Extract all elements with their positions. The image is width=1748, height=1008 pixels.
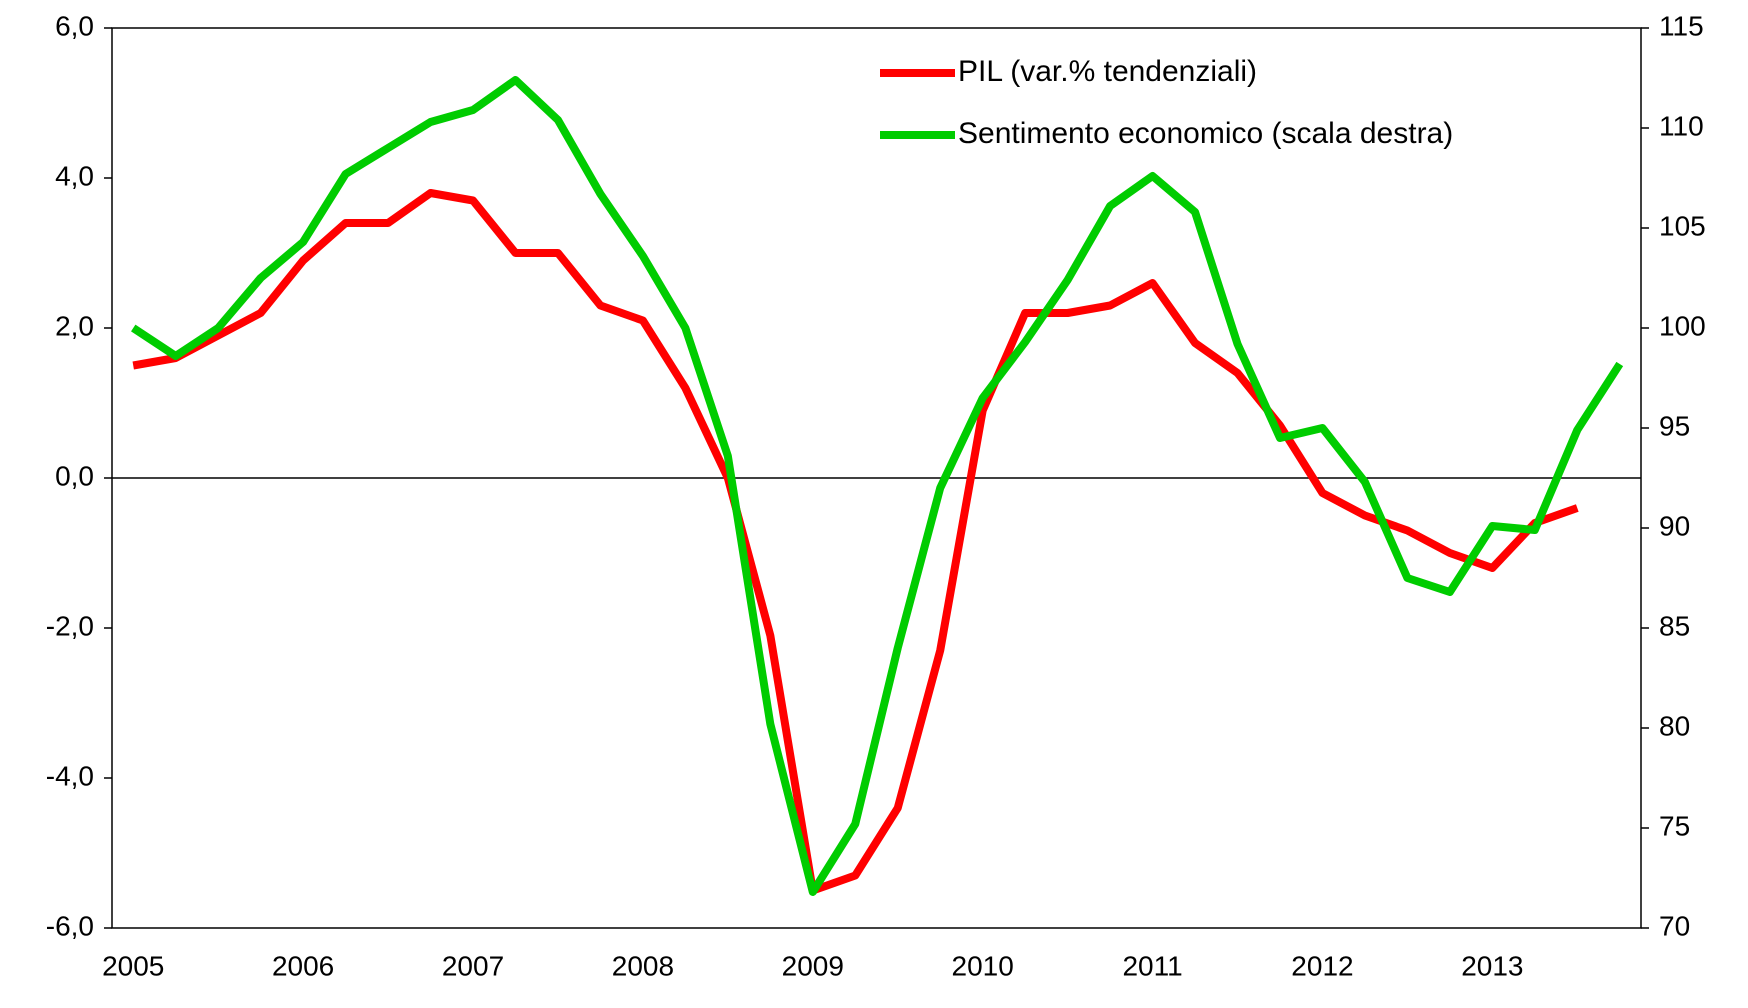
y-tick-label: 4,0 [55, 160, 94, 191]
data-line [132, 189, 1579, 895]
y-tick-label: 2,0 [55, 310, 94, 341]
y-tick-label: -4,0 [46, 760, 94, 791]
x-tick-label: 2007 [442, 950, 504, 981]
x-tick-label: 2005 [102, 950, 164, 981]
y2-tick-label: 110 [1659, 110, 1704, 141]
x-tick-label: 2006 [272, 950, 334, 981]
y2-tick-label: 85 [1659, 610, 1690, 641]
y2-tick-label: 70 [1659, 910, 1690, 941]
x-tick-label: 2011 [1122, 950, 1182, 981]
y2-tick-label: 90 [1659, 510, 1690, 541]
y-tick-label: 6,0 [55, 10, 94, 41]
y-tick-label: -6,0 [46, 910, 94, 941]
legend-label: Sentimento economico (scala destra) [958, 117, 1453, 150]
y2-tick-label: 105 [1659, 210, 1706, 241]
y2-tick-label: 80 [1659, 710, 1690, 741]
x-tick-label: 2013 [1461, 950, 1523, 981]
x-tick-label: 2009 [782, 950, 844, 981]
y2-tick-label: 75 [1659, 810, 1690, 841]
y2-tick-label: 100 [1659, 310, 1706, 341]
y2-tick-label: 115 [1659, 10, 1704, 41]
x-tick-label: 2012 [1291, 950, 1353, 981]
legend-label: PIL (var.% tendenziali) [958, 55, 1257, 88]
y-tick-label: 0,0 [55, 460, 94, 491]
y2-tick-label: 95 [1659, 410, 1690, 441]
y-tick-label: -2,0 [46, 610, 94, 641]
x-tick-label: 2008 [612, 950, 674, 981]
x-tick-label: 2010 [952, 950, 1014, 981]
data-line [131, 76, 1624, 896]
